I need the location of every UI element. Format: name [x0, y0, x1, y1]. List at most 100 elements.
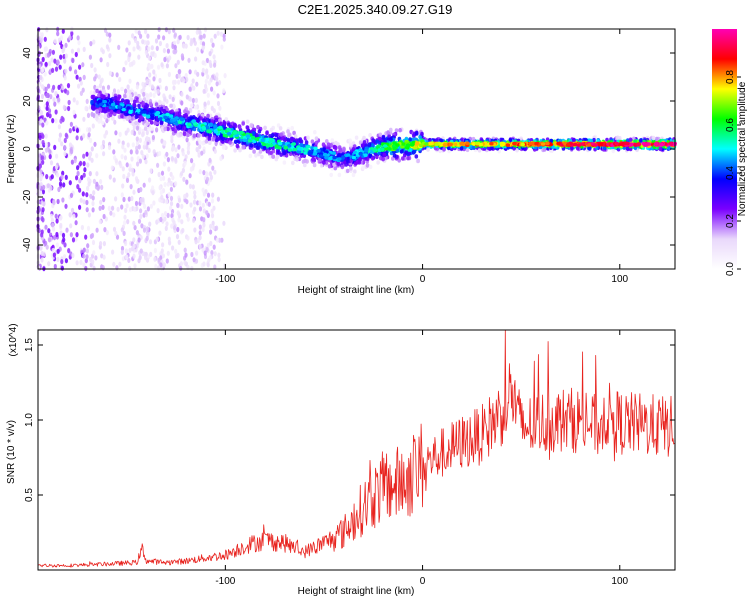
spectrogram-point: [228, 140, 232, 145]
spectrogram-point: [108, 37, 112, 43]
spectrogram-point: [93, 67, 97, 73]
spectrogram-point: [125, 177, 130, 183]
spectrogram-point: [414, 154, 419, 159]
spectrogram-point: [115, 265, 119, 271]
spectrogram-point: [213, 62, 217, 68]
spectrogram-point: [184, 113, 188, 118]
spectrogram-point: [658, 146, 663, 152]
spectrogram-point: [351, 172, 356, 178]
spectrogram-point: [128, 62, 132, 68]
spectrogram-point: [519, 136, 523, 141]
spectrogram-point: [318, 154, 324, 158]
spectrogram-point: [162, 48, 166, 54]
spectrogram-point: [128, 51, 132, 58]
spectrogram-point: [212, 225, 216, 231]
spectrogram-point: [88, 54, 92, 60]
spectrogram-point: [164, 85, 168, 91]
spectrogram-point: [112, 111, 117, 117]
spectrogram-point: [184, 252, 188, 258]
spectrogram-point: [349, 166, 353, 171]
spectrogram-point: [57, 124, 62, 130]
spectrogram-point: [643, 142, 648, 147]
spectrogram-point: [404, 150, 409, 155]
spectrogram-point: [64, 203, 68, 209]
spectrogram-point: [128, 78, 132, 84]
spectrogram-point: [198, 230, 202, 236]
spectrogram-point: [125, 203, 129, 209]
spectrogram-point: [111, 116, 115, 121]
spectrogram-point: [100, 93, 104, 99]
spectrogram-point: [185, 199, 189, 205]
spectrogram-point: [150, 45, 154, 51]
spectrogram-point: [154, 263, 158, 269]
spectrogram-point: [124, 240, 128, 247]
spectrogram-point: [570, 146, 574, 151]
spectrogram-point: [153, 247, 157, 254]
spectrogram-point: [51, 118, 55, 124]
spectrogram-point: [212, 54, 216, 60]
spectrogram-point: [151, 134, 155, 141]
spectrogram-point: [145, 144, 149, 150]
spectrogram-point: [133, 263, 137, 269]
spectrogram-point: [269, 150, 273, 156]
snr-series-line: [37, 329, 675, 568]
spectrogram-point: [209, 229, 213, 235]
spectrogram-point: [115, 234, 120, 240]
spectrogram-point: [79, 197, 83, 203]
spectrogram-point: [101, 120, 105, 126]
spectrogram-point: [76, 170, 80, 177]
spectrogram-point: [324, 160, 329, 165]
spectrogram-point: [135, 230, 139, 236]
spectrogram-point: [209, 122, 213, 127]
spectrogram-point: [103, 227, 107, 233]
spectrogram-point: [190, 38, 194, 44]
spectrogram-point: [101, 49, 105, 55]
colorbar: 0.00.20.40.60.8 Normalized spectral ampl…: [712, 29, 748, 276]
spectrogram-point: [127, 257, 131, 263]
spectrogram-point: [206, 100, 211, 106]
spectrogram-point: [358, 148, 363, 152]
spectrogram-point: [167, 71, 171, 78]
spectrogram-point: [297, 138, 301, 143]
spectrogram-point: [120, 86, 124, 92]
spectrogram-point: [190, 158, 194, 164]
spectrogram-point: [78, 187, 82, 193]
spectrogram-point: [176, 202, 180, 208]
spectrogram-point: [434, 142, 439, 147]
spectrogram-point: [142, 144, 146, 150]
spectrogram-point: [90, 146, 94, 152]
spectrogram-point: [186, 235, 190, 241]
spectrogram-point: [381, 157, 385, 162]
spectrogram-point: [176, 124, 180, 130]
spectrogram-point: [312, 162, 317, 168]
spectrogram-point: [211, 42, 215, 48]
spectrogram-point: [226, 127, 231, 132]
spectrogram-point: [185, 212, 189, 218]
spectrogram-point: [44, 142, 48, 148]
spectrogram-point: [76, 47, 81, 53]
spectrogram-point: [156, 88, 160, 94]
spectrogram-point: [70, 207, 75, 213]
spectrogram-point: [478, 142, 483, 147]
spectrogram-point: [471, 145, 476, 150]
spectrogram-point: [58, 64, 62, 70]
spectrogram-point: [68, 212, 72, 218]
spectrogram-point: [144, 50, 148, 56]
spectrogram-point: [63, 151, 67, 157]
spectrogram-point: [76, 35, 80, 41]
spectrogram-point: [126, 219, 130, 225]
spectrogram-point: [50, 57, 54, 63]
spectrogram-point: [132, 59, 136, 66]
spectrogram-point: [41, 67, 45, 73]
spectrogram-point: [303, 158, 307, 163]
spectrogram-point: [92, 178, 96, 184]
spectrogram-point: [155, 45, 159, 52]
spectrogram-point: [85, 248, 89, 254]
spectrogram-point: [88, 127, 92, 133]
spectrogram-point: [217, 113, 222, 119]
spectrogram-point: [152, 200, 156, 206]
spectrogram-point: [132, 102, 136, 108]
spectrogram-point: [112, 149, 116, 155]
spectrogram-point: [322, 152, 328, 157]
colorbar-tick-label: 0.8: [725, 70, 736, 84]
